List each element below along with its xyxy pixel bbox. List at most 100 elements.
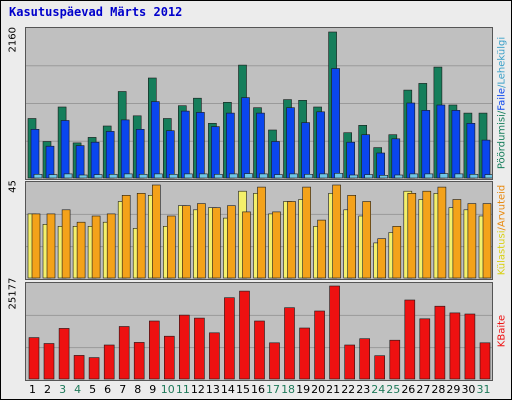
bar-visits-day-29 [452, 199, 462, 279]
bar-pages-day-31 [484, 174, 492, 179]
bar-kbytes-day-27 [419, 318, 431, 380]
bar-files-day-5 [90, 141, 100, 179]
bar-visits-day-5 [91, 215, 101, 279]
bar-visits-day-7 [121, 195, 131, 279]
bar-pages-day-2 [48, 174, 58, 179]
x-tick-label-day-23: 23 [356, 383, 371, 396]
bar-pages-day-12 [199, 173, 208, 179]
bar-files-day-11 [181, 110, 190, 179]
bar-pages-day-25 [394, 174, 404, 179]
bar-visits-day-17 [272, 211, 281, 279]
chart1-legend-text: Pöördumisi/Faile/Lehekülgi [497, 36, 508, 168]
bar-visits-day-15 [242, 211, 251, 279]
bar-pages-day-22 [349, 174, 359, 179]
bar-visits-day-24 [377, 238, 387, 279]
bar-visits-day-19 [302, 186, 311, 279]
x-tick-label-day-11: 11 [175, 383, 190, 396]
bar-pages-day-3 [63, 173, 73, 179]
bar-kbytes-day-24 [374, 355, 386, 380]
bar-kbytes-day-17 [269, 342, 280, 380]
bar-files-day-17 [271, 141, 280, 179]
x-tick-label-day-21: 21 [326, 383, 341, 396]
bar-kbytes-day-5 [88, 357, 100, 380]
x-tick-label-day-4: 4 [74, 383, 82, 396]
bar-pages-day-16 [259, 173, 268, 179]
bar-pages-day-8 [138, 174, 148, 179]
bar-pages-day-27 [424, 173, 434, 179]
x-tick-label-day-18: 18 [281, 383, 296, 396]
bar-pages-day-30 [469, 174, 479, 179]
chart1-legend: Pöördumisi/Faile/Lehekülgi [493, 27, 511, 178]
bar-files-day-28 [436, 104, 446, 179]
bar-files-day-6 [105, 131, 115, 179]
kbytes-chart [25, 282, 493, 381]
bar-kbytes-day-16 [254, 320, 265, 380]
bar-pages-day-4 [78, 174, 88, 179]
chart3-ymax: 25177 [3, 277, 23, 324]
x-tick-label-day-15: 15 [235, 383, 250, 396]
bar-visits-day-31 [482, 203, 492, 279]
visits-sites-chart [25, 181, 493, 280]
bar-pages-day-10 [169, 174, 178, 179]
bar-kbytes-day-2 [43, 343, 55, 380]
bar-kbytes-day-4 [73, 355, 85, 380]
bar-files-day-10 [166, 130, 175, 179]
x-tick-label-day-17: 17 [266, 383, 281, 396]
bar-kbytes-day-15 [239, 290, 250, 380]
x-tick-label-day-3: 3 [59, 383, 67, 396]
chart3-svg [26, 285, 492, 380]
x-tick-label-day-24: 24 [371, 383, 386, 396]
bar-kbytes-day-31 [479, 342, 491, 380]
bar-files-day-20 [316, 111, 325, 179]
bar-kbytes-day-20 [314, 310, 325, 380]
bar-visits-day-20 [317, 219, 326, 279]
x-tick-label-day-25: 25 [386, 383, 401, 396]
bar-files-day-3 [60, 120, 70, 179]
bar-pages-day-24 [379, 175, 389, 179]
bar-visits-day-2 [46, 213, 56, 279]
bar-kbytes-day-13 [209, 332, 220, 380]
bar-pages-day-23 [364, 174, 374, 179]
chart3-legend: KBaite [493, 282, 511, 379]
x-tick-label-day-22: 22 [341, 383, 356, 396]
bar-kbytes-day-25 [389, 339, 401, 380]
bar-kbytes-day-7 [118, 326, 130, 380]
bar-kbytes-day-11 [179, 314, 190, 380]
bar-pages-day-20 [319, 173, 328, 179]
legend-kbytes: KBaite [496, 314, 508, 347]
bar-files-day-1 [30, 129, 40, 179]
chart2-ymax-label: 45 [7, 180, 19, 193]
bar-pages-day-18 [289, 173, 298, 179]
bar-pages-day-17 [274, 174, 283, 179]
bar-visits-day-23 [362, 201, 372, 279]
bar-files-day-25 [391, 138, 401, 179]
x-tick-label-day-31: 31 [476, 383, 491, 396]
bar-kbytes-day-6 [103, 344, 115, 380]
bar-kbytes-day-29 [449, 312, 461, 380]
bar-visits-day-26 [407, 193, 417, 279]
x-tick-label-day-9: 9 [149, 383, 157, 396]
bar-files-day-22 [346, 141, 356, 179]
legend-visits: Külastusi [496, 230, 508, 275]
bar-visits-day-1 [31, 213, 41, 279]
bar-pages-day-13 [214, 174, 223, 179]
bar-kbytes-day-23 [359, 338, 371, 380]
bar-visits-day-21 [332, 184, 341, 279]
chart2-ymax: 45 [3, 177, 23, 199]
x-tick-label-day-8: 8 [134, 383, 142, 396]
bar-files-day-2 [45, 145, 55, 179]
bar-visits-day-13 [212, 207, 221, 279]
x-tick-label-day-10: 10 [160, 383, 175, 396]
bar-kbytes-day-18 [284, 307, 295, 380]
bar-files-day-29 [451, 110, 461, 179]
bar-visits-day-18 [287, 201, 296, 279]
x-tick-label-day-27: 27 [416, 383, 431, 396]
bar-pages-day-19 [304, 174, 313, 179]
x-tick-label-day-26: 26 [401, 383, 416, 396]
bar-files-day-9 [151, 101, 160, 179]
chart3-ymax-label: 25177 [7, 277, 19, 310]
bar-visits-day-4 [76, 221, 86, 279]
bar-kbytes-day-9 [149, 320, 160, 380]
bar-visits-day-25 [392, 225, 402, 279]
